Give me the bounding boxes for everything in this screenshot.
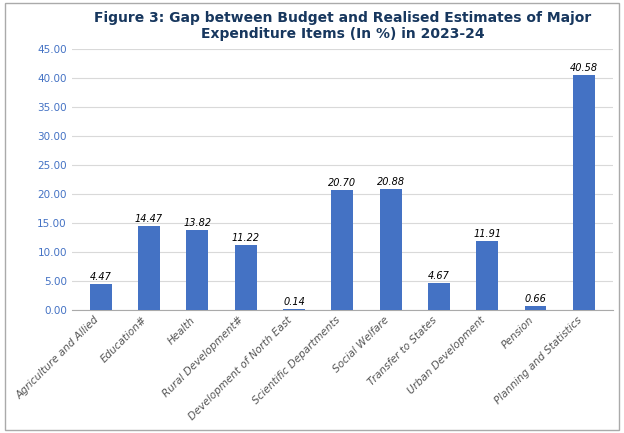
Bar [90,284,112,310]
Bar [525,306,547,310]
Title: Figure 3: Gap between Budget and Realised Estimates of Major
Expenditure Items (: Figure 3: Gap between Budget and Realise… [94,11,591,41]
Text: 11.22: 11.22 [232,233,260,243]
Bar [331,190,353,310]
Bar [187,230,208,310]
Bar [428,283,450,310]
Text: 0.66: 0.66 [525,294,547,304]
Text: 20.88: 20.88 [376,177,405,187]
Bar [138,226,160,310]
Bar [573,75,595,310]
Text: 4.67: 4.67 [428,271,450,281]
Text: 40.58: 40.58 [570,63,598,73]
Bar [283,309,305,310]
Text: 20.70: 20.70 [328,178,356,188]
Text: 14.47: 14.47 [135,214,163,224]
Bar [235,245,256,310]
Text: 0.14: 0.14 [283,297,305,307]
Text: 11.91: 11.91 [473,229,501,239]
Bar [476,241,498,310]
Text: 4.47: 4.47 [90,272,112,282]
Text: 13.82: 13.82 [183,218,212,228]
Bar [380,189,401,310]
